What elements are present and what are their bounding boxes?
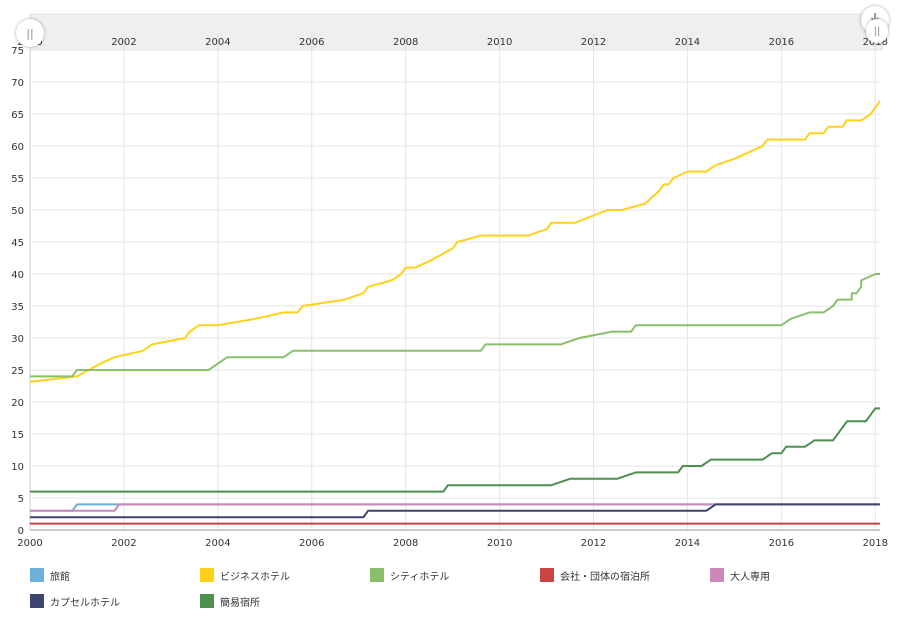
y-tick-label: 65 <box>11 110 24 121</box>
legend-swatch <box>200 568 214 582</box>
x-tick-label: 2004 <box>205 538 230 549</box>
legend-label: 簡易宿所 <box>220 597 260 609</box>
navigator-tick-label: 2004 <box>205 37 230 48</box>
navigator-left-handle[interactable]: || <box>16 19 44 47</box>
x-tick-label: 2018 <box>863 538 888 549</box>
legend-label: 会社・団体の宿泊所 <box>560 571 650 583</box>
legend-label: カプセルホテル <box>50 597 120 609</box>
legend-item-3[interactable]: 会社・団体の宿泊所 <box>540 566 650 584</box>
y-tick-label: 45 <box>11 238 24 249</box>
navigator-bar[interactable] <box>29 13 883 51</box>
navigator-tick-label: 2008 <box>393 37 418 48</box>
y-tick-label: 70 <box>11 78 24 89</box>
grid-lines <box>29 49 880 531</box>
series-line-2[interactable] <box>21 268 902 378</box>
series-line-6[interactable] <box>21 402 902 493</box>
y-tick-label: 35 <box>11 302 24 313</box>
navigator-right-handle[interactable]: || <box>866 19 888 43</box>
y-tick-label: 60 <box>11 142 24 153</box>
y-tick-label: 55 <box>11 174 24 185</box>
y-tick-label: 75 <box>11 46 24 57</box>
x-axis: 2000 2002 2004 2006 2008 2010 2012 2014 2016 2018 <box>17 529 888 549</box>
drag-handle-icon: || <box>26 26 34 40</box>
legend-swatch <box>370 568 384 582</box>
y-axis: 0 5 10 15 20 25 30 35 40 45 50 55 60 65 70 75 <box>11 46 31 537</box>
y-tick-label: 5 <box>18 494 24 505</box>
plot-lines <box>21 69 902 525</box>
legend-swatch <box>710 568 724 582</box>
legend-label: 大人専用 <box>730 571 770 583</box>
legend-swatch <box>30 568 44 582</box>
series-line-4[interactable] <box>21 503 880 512</box>
legend-item-6[interactable]: 簡易宿所 <box>200 592 260 610</box>
legend-item-5[interactable]: カプセルホテル <box>30 592 120 610</box>
drag-handle-icon: || <box>873 25 881 37</box>
navigator-tick-label: 2012 <box>581 37 606 48</box>
x-tick-label: 2002 <box>111 538 136 549</box>
x-tick-label: 2010 <box>487 538 512 549</box>
series-line-1[interactable] <box>21 69 902 383</box>
legend-swatch <box>200 594 214 608</box>
y-tick-label: 40 <box>11 270 24 281</box>
y-tick-label: 20 <box>11 398 24 409</box>
y-tick-label: 50 <box>11 206 24 217</box>
navigator-tick-label: 2014 <box>675 37 700 48</box>
legend-label: 旅館 <box>50 571 70 583</box>
navigator-tick-label: 2002 <box>111 37 136 48</box>
y-tick-label: 0 <box>18 526 24 537</box>
legend-swatch <box>540 568 554 582</box>
y-tick-label: 10 <box>11 462 24 473</box>
legend-label: シティホテル <box>390 571 450 583</box>
navigator-tick-label: 2016 <box>769 37 794 48</box>
y-tick-label: 25 <box>11 366 24 377</box>
navigator-tick-label: 2010 <box>487 37 512 48</box>
y-tick-label: 30 <box>11 334 24 345</box>
series-line-5[interactable] <box>21 492 902 519</box>
navigator-tick-label: 2006 <box>299 37 324 48</box>
x-tick-label: 2012 <box>581 538 606 549</box>
legend-item-0[interactable]: 旅館 <box>30 566 70 584</box>
x-tick-label: 2014 <box>675 538 700 549</box>
legend: 旅館 ビジネスホテル シティホテル 会社・団体の宿泊所 大人専用カプセルホテル 簡易宿所 <box>30 566 890 616</box>
legend-swatch <box>30 594 44 608</box>
x-tick-label: 2016 <box>769 538 794 549</box>
legend-item-1[interactable]: ビジネスホテル <box>200 566 290 584</box>
x-tick-label: 2006 <box>299 538 324 549</box>
y-tick-label: 15 <box>11 430 24 441</box>
x-tick-label: 2000 <box>17 538 42 549</box>
legend-item-4[interactable]: 大人専用 <box>710 566 770 584</box>
legend-item-2[interactable]: シティホテル <box>370 566 449 584</box>
legend-label: ビジネスホテル <box>220 571 290 583</box>
x-tick-label: 2008 <box>393 538 418 549</box>
